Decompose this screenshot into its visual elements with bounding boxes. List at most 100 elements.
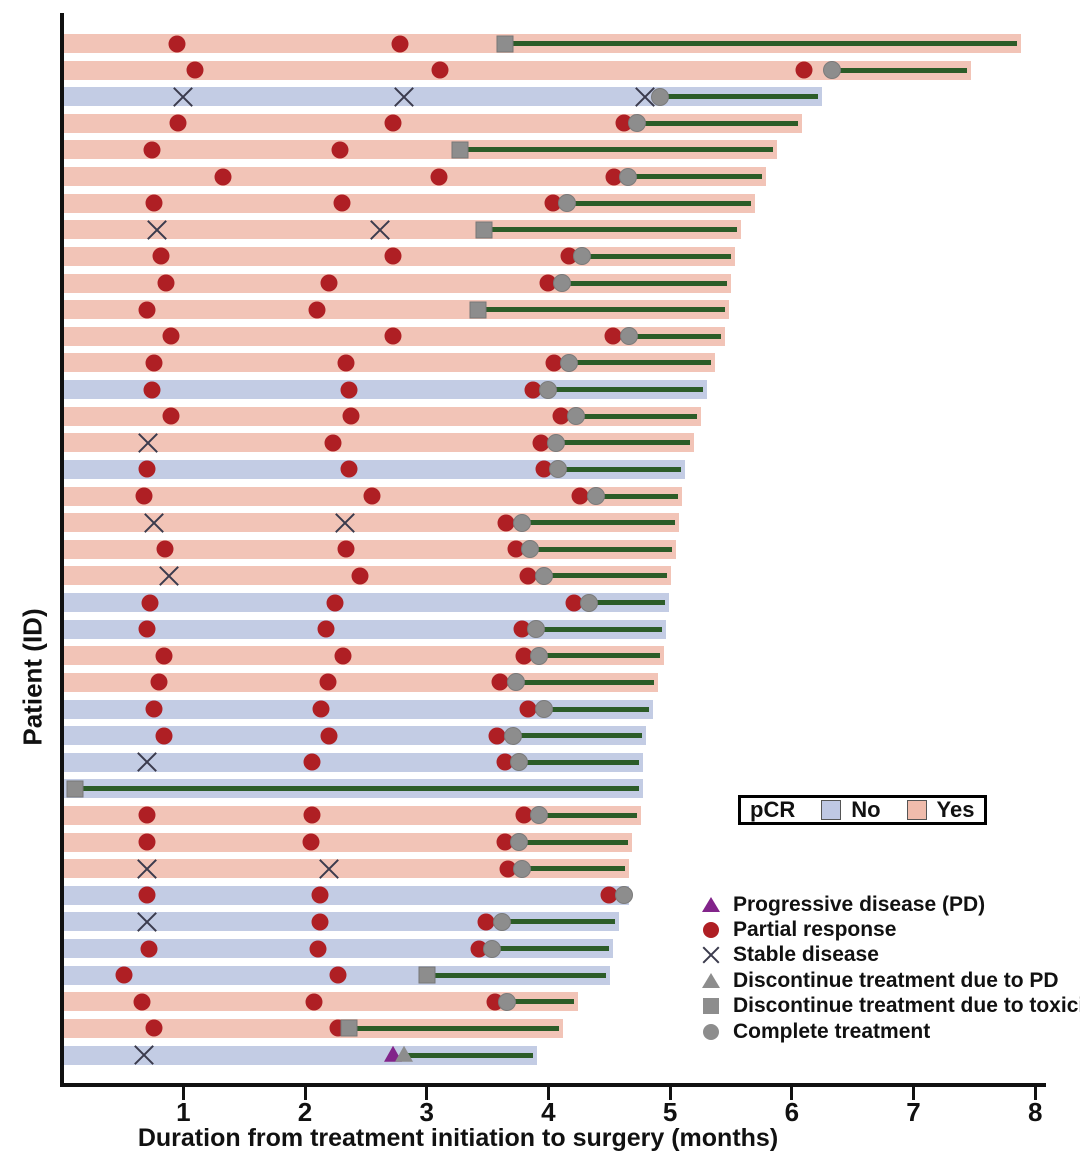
complete-treatment-marker-icon [619, 327, 638, 346]
x-axis-tick-label: 3 [419, 1097, 434, 1127]
marker-legend-label: Discontinue treatment due to PD [733, 968, 1059, 992]
partial-response-marker-icon [331, 141, 349, 159]
x-axis-title: Duration from treatment initiation to su… [137, 1124, 779, 1152]
patient-bar [64, 859, 629, 879]
post-treatment-line [588, 600, 665, 606]
partial-response-marker-icon [155, 727, 173, 745]
x-axis-tick [181, 1087, 185, 1100]
x-axis-tick-label: 7 [906, 1097, 921, 1127]
complete-treatment-marker-icon [483, 939, 502, 958]
partial-response-marker-icon [795, 61, 813, 79]
patient-bar [64, 805, 641, 825]
partial-response-marker-icon [140, 940, 158, 958]
patient-bar [64, 167, 767, 187]
partial-response-marker-icon [334, 647, 352, 665]
x-axis-tick [668, 1087, 672, 1100]
partial-response-marker-icon [145, 700, 163, 718]
partial-response-marker-icon [560, 247, 578, 265]
partial-response-marker-icon [565, 594, 583, 612]
post-treatment-line [483, 227, 737, 233]
y-axis-title: Patient (ID) [17, 608, 48, 746]
partial-response-marker-icon [497, 514, 515, 532]
complete-treatment-marker-icon [529, 646, 548, 665]
partial-response-marker-icon [311, 886, 329, 904]
partial-response-marker-icon [311, 913, 329, 931]
post-treatment-line [477, 307, 725, 313]
x-axis-tick-label: 5 [662, 1097, 678, 1127]
partial-response-marker-icon [145, 194, 163, 212]
x-axis-line [60, 1083, 1046, 1087]
marker-legend-item: Progressive disease (PD) [698, 892, 1080, 917]
partial-response-marker-icon [329, 966, 347, 984]
complete-treatment-marker-icon [618, 167, 637, 186]
stable-disease-marker-icon [142, 511, 166, 535]
partial-response-marker-icon [138, 886, 156, 904]
complete-treatment-marker-icon [529, 806, 548, 825]
stable-disease-marker-icon [171, 85, 195, 109]
post-treatment-line [521, 866, 625, 872]
partial-response-marker-icon [138, 460, 156, 478]
partial-response-marker-icon [135, 487, 153, 505]
x-axis-tick [912, 1087, 915, 1100]
patient-bar [64, 459, 685, 479]
complete-treatment-marker-icon [510, 753, 529, 772]
partial-response-marker-icon [544, 194, 562, 212]
stable-disease-marker-icon [145, 218, 169, 242]
post-treatment-line [502, 919, 615, 925]
patient-bar [64, 646, 664, 666]
post-treatment-line [566, 200, 752, 206]
stable-disease-marker-icon [135, 910, 159, 934]
marker-legend-label: Progressive disease (PD) [733, 892, 986, 916]
partial-response-marker-icon [305, 993, 323, 1011]
post-treatment-line [637, 120, 798, 126]
pcr-yes-label: Yes [936, 797, 975, 822]
partial-response-marker-icon [320, 274, 338, 292]
discontinue-toxicity-marker-icon [340, 1019, 358, 1037]
partial-response-marker-icon [363, 487, 381, 505]
partial-response-marker-icon [337, 354, 355, 372]
pcr-no-swatch-icon [821, 800, 842, 820]
partial-response-marker-icon [302, 833, 320, 851]
partial-response-marker-icon [496, 753, 514, 771]
partial-response-marker-icon [133, 993, 151, 1011]
complete-treatment-marker-icon [546, 433, 565, 452]
patient-bar [64, 832, 633, 852]
discontinue-toxicity-marker-icon [418, 966, 436, 984]
marker-legend-label: Complete treatment [733, 1019, 931, 1043]
partial-response-marker-icon [145, 1019, 163, 1037]
post-treatment-line [519, 759, 640, 765]
partial-response-marker-icon [340, 460, 358, 478]
complete-treatment-marker-icon [586, 487, 605, 506]
complete-treatment-marker-icon [521, 540, 540, 559]
post-treatment-line [521, 520, 675, 526]
discontinue-toxicity-marker-icon [451, 141, 469, 159]
stable-disease-marker-icon [368, 218, 392, 242]
x-axis-tick [790, 1087, 794, 1100]
post-treatment-line [519, 839, 629, 845]
marker-legend-label: Partial response [733, 918, 897, 942]
marker-legend-item: Complete treatment [698, 1019, 1080, 1044]
post-treatment-line [558, 466, 681, 472]
partial-response-marker-icon [545, 354, 563, 372]
post-treatment-line [492, 946, 609, 952]
stable-disease-marker-icon [392, 85, 416, 109]
patient-bar [64, 60, 971, 80]
post-treatment-line [504, 41, 1017, 46]
discontinue-pd-marker-icon [394, 1045, 413, 1062]
complete-treatment-marker-icon [822, 61, 841, 80]
partial-response-marker-icon [326, 594, 344, 612]
complete-treatment-marker-icon [512, 859, 531, 878]
partial-response-marker-icon [539, 274, 557, 292]
partial-response-marker-icon [604, 327, 622, 345]
marker-legend-item: Stable disease [698, 943, 1080, 968]
post-treatment-line [660, 94, 819, 100]
red-circle-icon [698, 922, 724, 939]
complete-treatment-marker-icon [573, 247, 592, 266]
partial-response-marker-icon [351, 567, 369, 585]
post-treatment-line [513, 733, 642, 739]
post-treatment-line [536, 626, 663, 632]
x-cross-icon [698, 946, 724, 964]
gray-square-icon [698, 998, 724, 1015]
stable-disease-marker-icon [135, 857, 159, 881]
